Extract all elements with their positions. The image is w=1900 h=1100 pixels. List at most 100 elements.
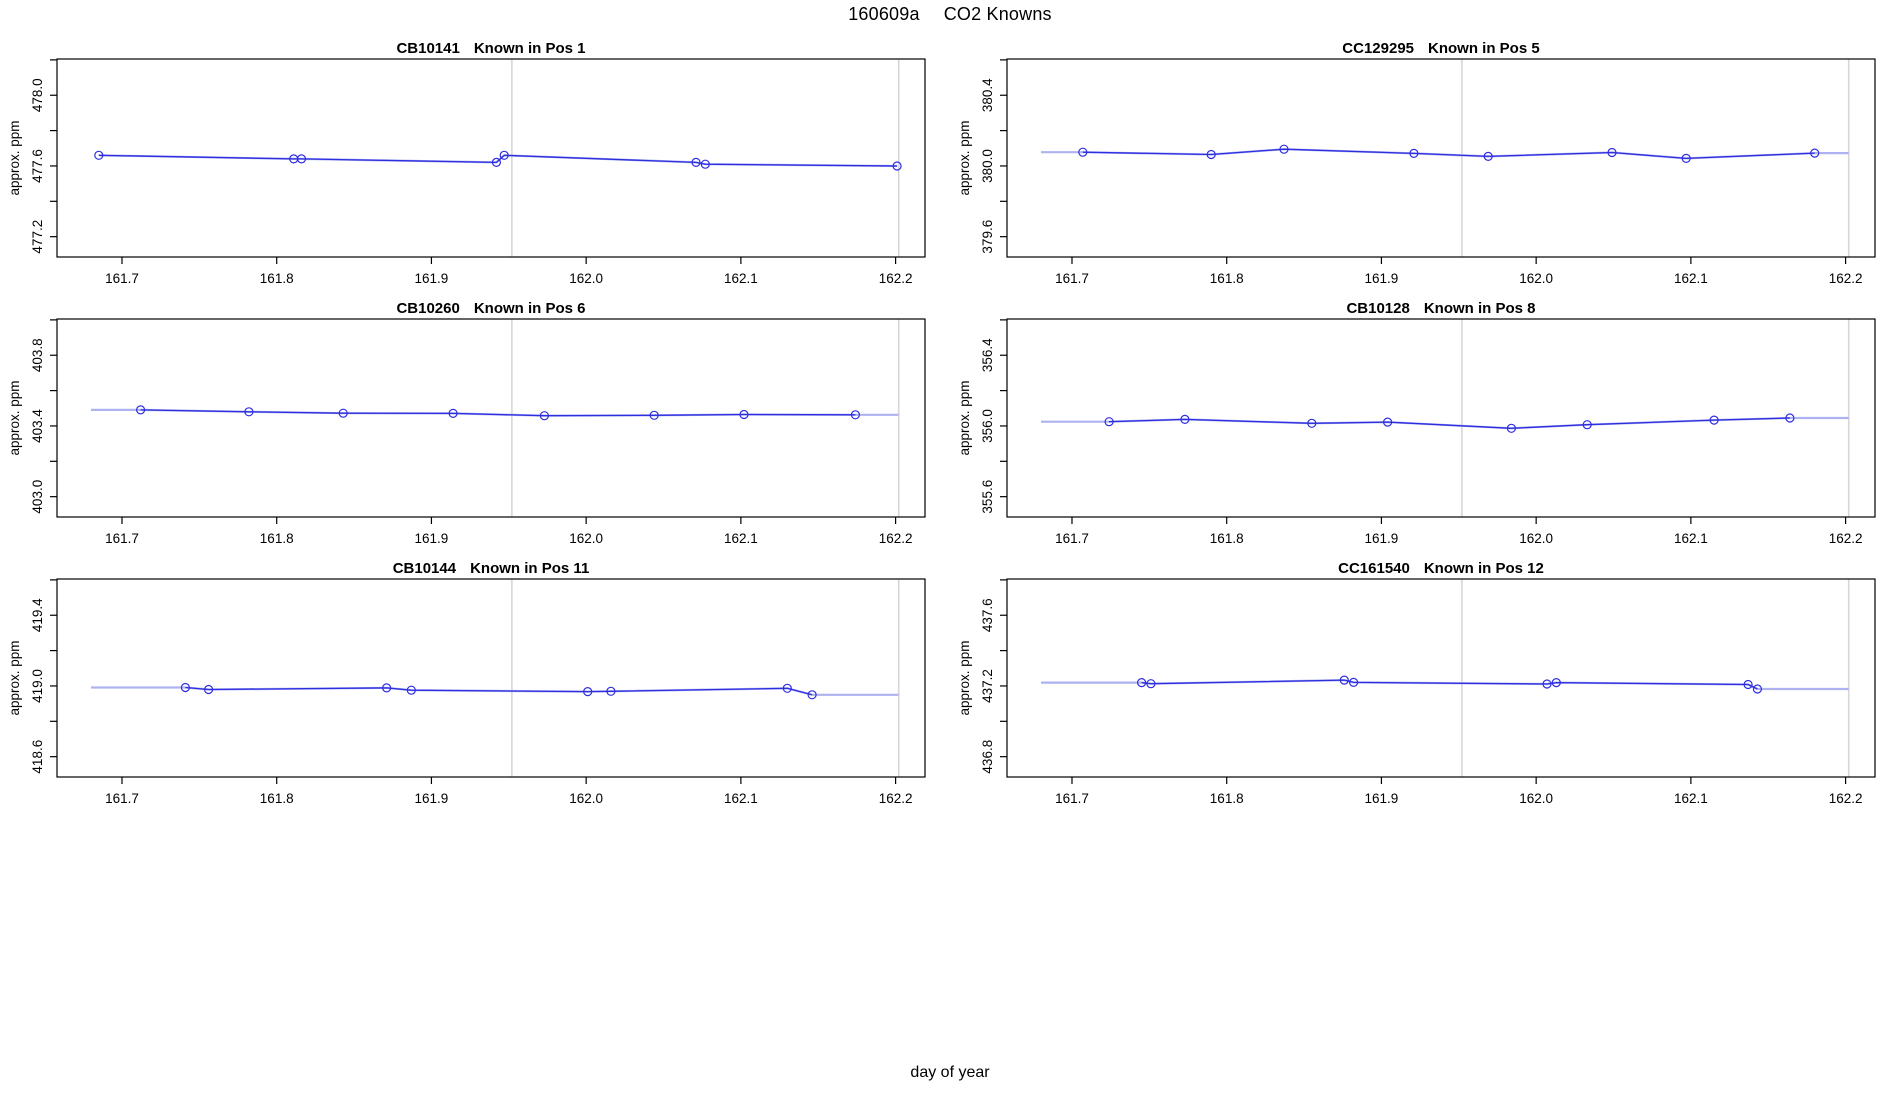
data-point: [1137, 678, 1147, 688]
data-point: [539, 411, 550, 421]
data-point: [491, 157, 501, 167]
data-point: [180, 682, 190, 693]
x-tick-label: 161.9: [1365, 271, 1399, 286]
x-tick-label: 161.8: [1210, 531, 1244, 546]
data-point: [382, 683, 392, 693]
data-point: [1542, 679, 1552, 689]
x-tick-label: 162.1: [724, 531, 758, 546]
x-axis-outer-label: day of year: [910, 1064, 990, 1081]
x-tick-label: 162.2: [879, 271, 913, 286]
x-tick-label: 162.2: [879, 531, 913, 546]
y-tick-label: 477.2: [30, 220, 45, 254]
x-tick-label: 161.8: [1210, 271, 1244, 286]
data-point: [1810, 148, 1820, 158]
y-tick-label: 478.0: [30, 78, 45, 112]
data-point: [1279, 144, 1289, 154]
x-tick-label: 162.1: [724, 791, 758, 806]
x-tick-label: 161.7: [105, 531, 139, 546]
x-tick-label: 162.1: [724, 271, 758, 286]
panel-title: CB10141 Known in Pos 1: [396, 40, 585, 57]
data-point: [448, 408, 458, 419]
y-tick-label: 418.6: [30, 740, 45, 774]
data-point: [1785, 413, 1795, 423]
plot-box: [1006, 58, 1876, 258]
panel-title-position: Known in Pos 11: [470, 560, 589, 577]
y-tick-label: 419.0: [30, 669, 45, 703]
data-point: [1206, 149, 1216, 160]
main-title-run-id: 160609a: [848, 4, 920, 24]
x-tick-label: 161.7: [1055, 791, 1089, 806]
y-tick-label: 379.6: [980, 220, 995, 254]
series-line: [1141, 679, 1758, 690]
y-tick-label: 403.8: [30, 338, 45, 372]
series-line: [1109, 417, 1790, 429]
panel-title: CC161540 Known in Pos 12: [1338, 560, 1544, 577]
series-line: [98, 154, 898, 167]
x-tick-label: 161.9: [415, 271, 449, 286]
data-point: [892, 161, 902, 171]
data-point: [739, 409, 749, 420]
data-point: [204, 684, 214, 695]
panel-title-sample: CB10144: [393, 560, 457, 577]
data-point: [649, 410, 659, 420]
data-point: [244, 407, 254, 417]
panel-title: CB10144 Known in Pos 11: [393, 560, 590, 577]
plot-box: [56, 578, 926, 778]
x-tick-label: 161.7: [1055, 531, 1089, 546]
y-axis-label: approx. ppm: [957, 120, 972, 195]
y-axis-label: approx. ppm: [957, 640, 972, 715]
data-point: [1104, 417, 1114, 427]
data-point: [807, 690, 817, 700]
y-tick-label: 403.4: [30, 409, 45, 443]
panel-title-position: Known in Pos 8: [1424, 300, 1536, 317]
x-tick-label: 162.0: [1519, 791, 1553, 806]
panel-title-sample: CB10260: [396, 300, 459, 317]
data-point: [606, 686, 616, 696]
x-tick-label: 161.8: [260, 791, 294, 806]
x-tick-label: 162.1: [1674, 271, 1708, 286]
data-point: [338, 408, 348, 418]
data-point: [1383, 417, 1393, 427]
data-point: [1743, 679, 1753, 690]
panel-title-sample: CC129295: [1342, 40, 1414, 57]
y-tick-label: 380.0: [980, 149, 995, 183]
data-point: [1607, 147, 1617, 158]
data-point: [296, 154, 307, 164]
panel-CC161540: 161.7 161.8 161.9 162.0 162.1 162.2 436.8 437.2…: [957, 560, 1876, 806]
panel-CB10144: 161.7 161.8 161.9 162.0 162.1 162.2 418.6 419.0…: [7, 560, 926, 806]
data-point: [1681, 153, 1691, 163]
y-axis-label: approx. ppm: [7, 120, 22, 195]
panel-title-position: Known in Pos 6: [474, 300, 586, 317]
panel-title-sample: CC161540: [1338, 560, 1410, 577]
panel-CB10141: 161.7 161.8 161.9 162.0 162.1 162.2 477.2 477.6…: [7, 40, 926, 286]
panel-CB10260: 161.7 161.8 161.9 162.0 162.1 162.2 403.0 403.4…: [7, 300, 926, 546]
data-point: [1180, 414, 1190, 424]
plot-box: [1006, 318, 1876, 518]
panel-title: CC129295 Known in Pos 5: [1342, 40, 1539, 57]
panel-title-position: Known in Pos 1: [474, 40, 586, 57]
data-point: [94, 150, 104, 160]
data-point: [1551, 678, 1561, 688]
plot-box: [1006, 578, 1876, 778]
data-point: [1582, 420, 1592, 430]
data-point: [850, 410, 861, 420]
panel-title-position: Known in Pos 5: [1428, 40, 1540, 57]
series-line: [140, 409, 856, 417]
data-point: [1409, 148, 1419, 159]
panel-CB10128: 161.7 161.8 161.9 162.0 162.1 162.2 355.6 356.0…: [957, 300, 1876, 546]
data-point: [1307, 418, 1317, 428]
data-point: [782, 683, 792, 693]
series-line: [185, 686, 813, 696]
plot-box: [56, 58, 926, 258]
x-tick-label: 162.2: [1829, 271, 1863, 286]
data-point: [1349, 677, 1359, 687]
x-tick-label: 161.8: [1210, 791, 1244, 806]
x-tick-label: 161.9: [1365, 531, 1399, 546]
data-point: [1146, 679, 1156, 689]
y-axis-label: approx. ppm: [7, 640, 22, 715]
x-tick-label: 162.1: [1674, 531, 1708, 546]
y-tick-label: 403.0: [30, 480, 45, 514]
main-title: 160609a CO2 Knowns: [0, 4, 1900, 25]
series-line: [1082, 148, 1815, 160]
x-tick-label: 161.9: [415, 531, 449, 546]
